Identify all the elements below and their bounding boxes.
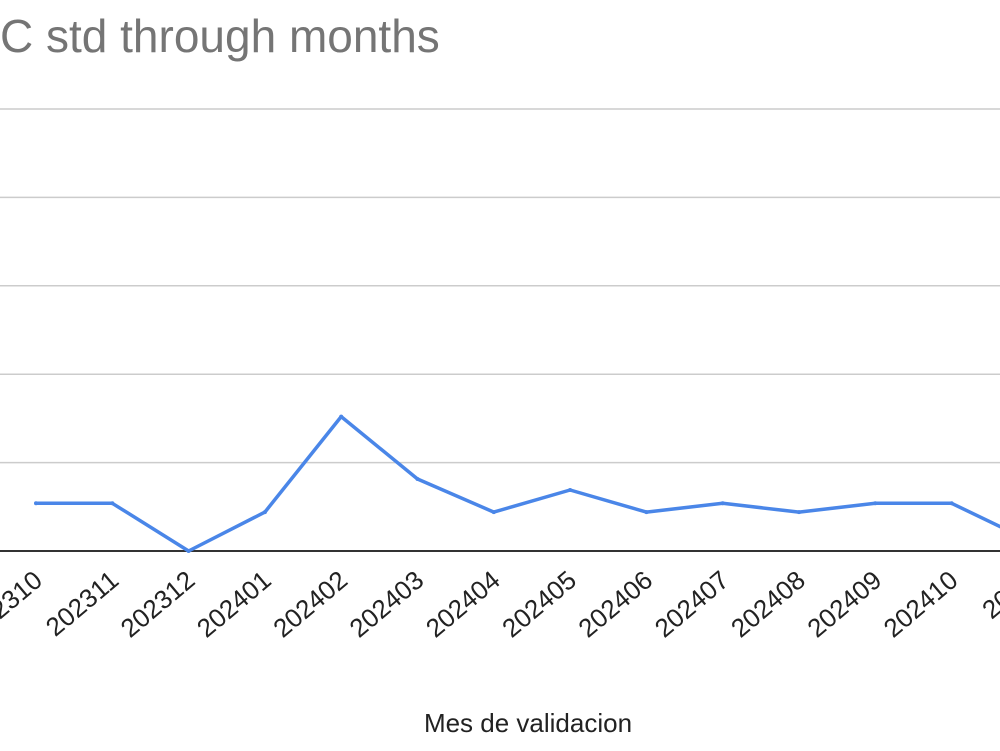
data-point: [644, 510, 649, 515]
x-tick-label: 202401: [191, 565, 277, 644]
x-tick-label: 202403: [344, 565, 430, 644]
x-tick-label: 2310: [0, 565, 48, 625]
x-tick-label: 202407: [649, 565, 735, 644]
data-point: [110, 501, 115, 506]
x-tick-label: 202406: [573, 565, 659, 644]
data-point: [720, 501, 725, 506]
data-point: [949, 501, 954, 506]
x-tick-labels: 2310202311202312202401202402202403202404…: [0, 565, 1000, 644]
data-point: [797, 510, 801, 515]
x-tick-label: 202409: [801, 565, 887, 644]
data-point: [415, 476, 420, 481]
data-point: [34, 501, 38, 506]
data-point: [262, 510, 267, 515]
x-tick-label: 202405: [496, 565, 582, 644]
x-tick-label: 202408: [725, 565, 811, 644]
x-tick-label: 2024: [976, 565, 1000, 625]
data-point: [491, 510, 496, 515]
data-point: [873, 501, 878, 506]
x-tick-label: 202410: [878, 565, 964, 644]
series-line: [34, 414, 1000, 553]
x-tick-label: 202402: [267, 565, 353, 644]
data-point: [568, 488, 573, 493]
x-axis-label: Mes de validacion: [424, 708, 632, 738]
x-tick-label: 202312: [115, 565, 201, 644]
x-tick-label: 202404: [420, 565, 506, 644]
x-tick-label: 202311: [40, 565, 124, 643]
data-point: [339, 414, 344, 419]
gridlines: [0, 108, 1000, 552]
data-point: [186, 549, 191, 553]
chart-title: C std through months: [0, 10, 440, 62]
